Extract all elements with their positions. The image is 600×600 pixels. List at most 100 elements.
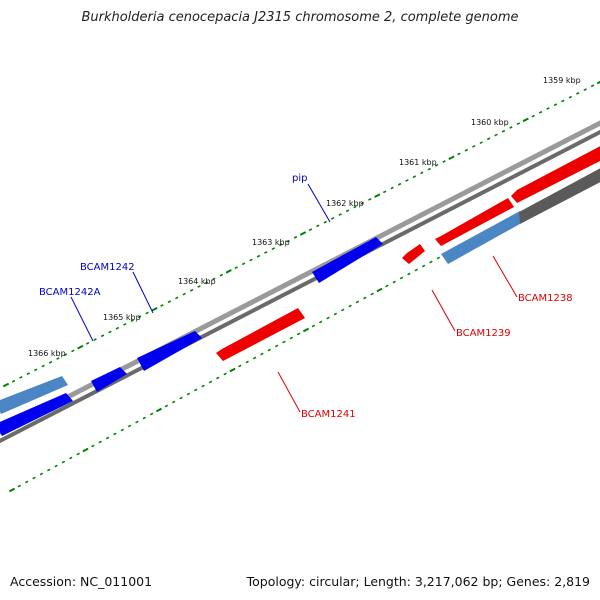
lower-tick-36 xyxy=(274,344,279,348)
lower-tick-17 xyxy=(135,420,139,424)
lower-tick-55 xyxy=(414,268,418,272)
leader-BCAM1238 xyxy=(492,255,518,298)
upper-tick-18 xyxy=(137,315,142,319)
lower-tick-30 xyxy=(229,367,236,373)
upper-tick-36 xyxy=(271,247,275,251)
tick-label-1364: 1364 kbp xyxy=(178,277,216,286)
lower-tick-56 xyxy=(421,264,426,268)
gene-label-BCAM1242[interactable]: BCAM1242 xyxy=(80,262,135,273)
gene-arrow-left-blue[interactable] xyxy=(0,393,73,436)
upper-tick-65 xyxy=(486,137,491,141)
gene-labels: pip BCAM1242 BCAM1242A BCAM1238 BCAM1239… xyxy=(39,173,573,420)
upper-tick-14 xyxy=(108,330,112,334)
gene-label-pip[interactable]: pip xyxy=(292,173,307,184)
gene-arrow-muted-right[interactable] xyxy=(441,211,527,264)
gene-arrow-muted-gray[interactable] xyxy=(519,163,600,224)
gene-arrow-BCAM1242A[interactable] xyxy=(91,367,127,392)
upper-tick-15 xyxy=(115,326,120,330)
upper-tick-68 xyxy=(509,126,513,129)
lower-tick-10 xyxy=(82,447,89,453)
lower-tick-52 xyxy=(392,280,396,284)
upper-tick-51 xyxy=(382,190,387,194)
lower-tick-5 xyxy=(47,468,51,472)
upper-tick-8 xyxy=(63,353,68,357)
lower-tick-44 xyxy=(333,312,338,316)
lower-tick-24 xyxy=(186,392,191,396)
gene-arrow-BCAM1242[interactable] xyxy=(137,331,202,371)
gene-label-BCAM1238[interactable]: BCAM1238 xyxy=(518,293,573,304)
upper-tick-16 xyxy=(123,322,127,326)
reverse-genes xyxy=(216,141,600,361)
lower-tick-43 xyxy=(326,316,330,320)
tick-label-1360: 1360 kbp xyxy=(471,118,509,127)
leader-BCAM1239 xyxy=(431,289,456,332)
upper-tick-3 xyxy=(26,372,30,376)
upper-tick-49 xyxy=(368,197,372,201)
lower-tick-27 xyxy=(208,380,213,384)
lower-tick-40 xyxy=(302,327,310,333)
upper-tick-4 xyxy=(34,368,38,372)
gene-arrow-BCAM1238[interactable] xyxy=(435,198,514,246)
gene-arrow-BCAM1241[interactable] xyxy=(216,308,305,361)
upper-tick-27 xyxy=(204,281,209,285)
backbone-strand-reverse xyxy=(0,129,600,444)
upper-tick-42 xyxy=(316,224,320,228)
upper-tick-11 xyxy=(85,341,90,345)
upper-tick-21 xyxy=(160,304,164,307)
lower-tick-37 xyxy=(282,340,286,344)
lower-tick-48 xyxy=(363,296,367,300)
lower-tick-22 xyxy=(172,400,176,404)
upper-tick-45 xyxy=(338,213,342,216)
leader-BCAM1242 xyxy=(132,271,154,314)
lower-tick-28 xyxy=(216,376,220,380)
genome-summary-text: Topology: circular; Length: 3,217,062 bp… xyxy=(246,574,590,589)
upper-tick-47 xyxy=(353,205,357,209)
upper-tick-58 xyxy=(434,163,439,167)
upper-tick-28 xyxy=(212,277,216,281)
upper-tick-60 xyxy=(448,155,455,160)
gene-arrow-muted-left[interactable] xyxy=(0,376,68,414)
lower-tick-11 xyxy=(91,444,95,448)
gene-label-BCAM1239[interactable]: BCAM1239 xyxy=(456,328,511,339)
upper-tick-30 xyxy=(225,269,232,274)
upper-tick-43 xyxy=(323,220,327,224)
upper-tick-34 xyxy=(256,254,261,258)
gene-arrow-BCAM1239[interactable] xyxy=(402,244,425,264)
lower-tick-29 xyxy=(223,372,227,376)
tick-label-1366: 1366 kbp xyxy=(28,349,66,358)
lower-tick-35 xyxy=(267,348,271,352)
lower-tick-20 xyxy=(155,407,163,413)
lower-tick-41 xyxy=(311,324,316,328)
upper-tick-71 xyxy=(531,114,535,118)
upper-tick-70 xyxy=(522,117,529,123)
lower-tick-49 xyxy=(370,292,374,296)
upper-tick-1 xyxy=(11,379,16,383)
tick-label-1363: 1363 kbp xyxy=(252,238,290,247)
upper-tick-61 xyxy=(457,152,461,156)
upper-tick-31 xyxy=(234,266,238,270)
upper-tick-12 xyxy=(93,338,97,341)
tick-label-1361: 1361 kbp xyxy=(399,158,437,167)
gene-arrow-pip[interactable] xyxy=(312,237,383,283)
gene-label-BCAM1241[interactable]: BCAM1241 xyxy=(301,409,356,420)
gene-arrow-right-red[interactable] xyxy=(511,141,600,203)
lower-tick-25 xyxy=(194,388,198,392)
lower-tick-19 xyxy=(149,412,154,416)
lower-tick-46 xyxy=(348,304,352,308)
lower-tick-34 xyxy=(260,352,264,356)
lower-tick-8 xyxy=(69,456,73,460)
upper-tick-46 xyxy=(345,209,350,213)
upper-tick-67 xyxy=(501,129,506,133)
upper-tick-44 xyxy=(331,216,335,220)
upper-tick-10 xyxy=(77,344,84,350)
upper-tick-25 xyxy=(189,288,194,292)
accession-text: Accession: NC_011001 xyxy=(10,574,153,589)
upper-tick-24 xyxy=(182,292,186,296)
upper-tick-50 xyxy=(374,193,381,198)
upper-tick-64 xyxy=(479,141,483,145)
upper-tick-52 xyxy=(390,186,394,190)
gene-label-BCAM1242A[interactable]: BCAM1242A xyxy=(39,287,101,298)
lower-tick-32 xyxy=(245,360,249,364)
